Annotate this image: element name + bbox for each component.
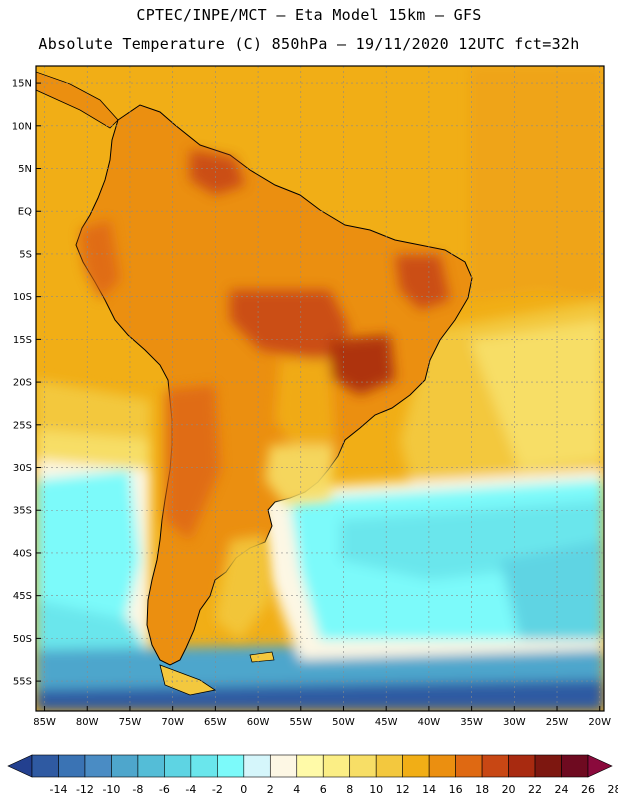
ocean-south-atlantic-0: [500, 540, 604, 640]
lat-tick-label: 50S: [13, 634, 32, 645]
lon-tick-label: 40W: [418, 717, 441, 728]
lat-tick-label: 45S: [13, 591, 32, 602]
lon-tick-label: 70W: [161, 717, 184, 728]
colorbar-label: -10: [102, 783, 120, 796]
lon-tick-label: 35W: [460, 717, 483, 728]
colorbar-swatch: [269, 754, 298, 778]
ocean-north-warm: [36, 66, 604, 300]
colorbar-swatch: [84, 754, 112, 778]
colorbar-swatch: [137, 754, 165, 778]
colorbar-swatch: [508, 754, 536, 778]
cool-zone-patagonia: [215, 535, 270, 640]
colorbar-low-arrow: [7, 754, 33, 778]
lat-tick-label: 10S: [13, 292, 32, 303]
colorbar-swatch: [481, 754, 509, 778]
colorbar-swatch: [58, 754, 86, 778]
colorbar-swatch: [455, 754, 483, 778]
falkland-islands: [249, 651, 275, 663]
lat-tick-label: 35S: [13, 506, 32, 517]
colorbar-swatch: [190, 754, 218, 778]
lat-tick-label: 20S: [13, 378, 32, 389]
colorbar-label: 18: [475, 783, 489, 796]
map-title-line-1: CPTEC/INPE/MCT – Eta Model 15km – GFS: [136, 6, 482, 24]
colorbar-label: 14: [422, 783, 436, 796]
lon-tick-label: 60W: [247, 717, 270, 728]
colorbar-swatch: [402, 754, 430, 778]
colorbar-swatch: [428, 754, 456, 778]
lat-tick-label: EQ: [18, 207, 32, 218]
lat-tick-label: 10N: [12, 121, 32, 132]
tierra-del-fuego: [159, 664, 217, 696]
colorbar-label: 12: [396, 783, 410, 796]
lat-tick-label: 15N: [12, 79, 32, 90]
hot-spot-northeast: [395, 255, 450, 310]
lat-tick-label: 25S: [13, 420, 32, 431]
colorbar-label: 2: [267, 783, 274, 796]
lon-tick-label: 65W: [204, 717, 227, 728]
hot-spot-andes-south: [165, 385, 220, 540]
cool-zone-uruguay: [265, 445, 335, 505]
colorbar-swatch: [31, 754, 59, 778]
hot-spot-venezuela: [190, 150, 245, 195]
colorbar-label: 10: [369, 783, 383, 796]
central-america-land: [36, 71, 119, 129]
lon-tick-label: 20W: [588, 717, 611, 728]
colorbar-label: 20: [502, 783, 516, 796]
lat-tick-label: 5N: [18, 164, 32, 175]
lon-tick-label: 25W: [546, 717, 569, 728]
ocean-band-14: [470, 320, 604, 470]
lon-tick-label: 50W: [332, 717, 355, 728]
hot-spot-andes-north: [80, 220, 120, 300]
lon-tick-label: 45W: [375, 717, 398, 728]
lat-tick-label: 30S: [13, 463, 32, 474]
colorbar-label: 16: [449, 783, 463, 796]
colorbar-swatch: [322, 754, 351, 778]
colorbar-label: 8: [346, 783, 353, 796]
lat-tick-label: 15S: [13, 335, 32, 346]
colorbar-swatch: [164, 754, 192, 778]
colorbar-label: 22: [528, 783, 542, 796]
ocean-west-4: [36, 470, 140, 640]
colorbar-label: 24: [555, 783, 569, 796]
colorbar: -14 -12 -10 -8 -6 -4 -2 0 2 4 6 8 10 12 14 16 18 20 22 24 26…: [7, 754, 618, 796]
colorbar-swatch: [561, 754, 589, 778]
map-title-line-2: Absolute Temperature (C) 850hPa – 19/11/…: [38, 35, 580, 53]
colorbar-label: 28: [607, 783, 618, 796]
colorbar-label: 6: [320, 783, 327, 796]
colorbar-label: -2: [212, 783, 223, 796]
colorbar-swatch: [217, 754, 245, 778]
hot-spot-minas: [325, 335, 395, 395]
colorbar-swatch: [296, 754, 324, 778]
lat-tick-label: 5S: [19, 249, 32, 260]
colorbar-label: -8: [132, 783, 143, 796]
lon-tick-label: 75W: [119, 717, 142, 728]
colorbar-swatch: [375, 754, 403, 778]
colorbar-label: -14: [49, 783, 67, 796]
colorbar-label: 26: [581, 783, 595, 796]
colorbar-swatch: [534, 754, 562, 778]
map-frame: [35, 65, 605, 712]
colorbar-label: -4: [185, 783, 196, 796]
colorbar-label: 0: [240, 783, 247, 796]
colorbar-label: -12: [76, 783, 94, 796]
lat-tick-label: 55S: [13, 677, 32, 688]
colorbar-swatch: [349, 754, 377, 778]
lon-tick-label: 80W: [76, 717, 99, 728]
lon-tick-label: 30W: [503, 717, 526, 728]
colorbar-label: 4: [293, 783, 300, 796]
lon-tick-label: 85W: [33, 717, 56, 728]
colorbar-swatch: [243, 754, 271, 778]
lon-tick-label: 55W: [289, 717, 312, 728]
colorbar-label: -6: [159, 783, 170, 796]
colorbar-swatch: [111, 754, 139, 778]
hot-spot-central-brazil: [230, 290, 350, 360]
colorbar-high-arrow: [587, 754, 613, 778]
lat-tick-label: 40S: [13, 548, 32, 559]
warm-zone-parana: [275, 360, 335, 460]
axis-ticks: 15N 10N 5N EQ 5S 10S 15S 20S 25S 30S 35S 40S 45S 50S 5…: [12, 79, 611, 728]
